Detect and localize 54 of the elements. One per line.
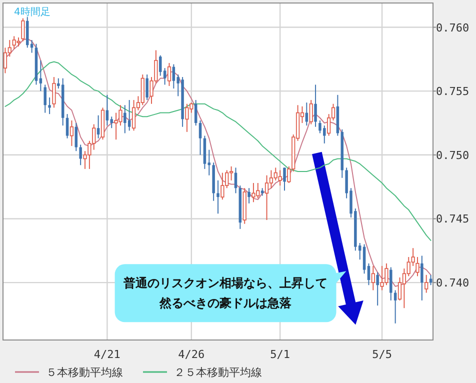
chart-title: 4時間足 (14, 6, 50, 18)
candlestick (106, 94, 109, 126)
candlestick (252, 182, 256, 203)
candlestick (79, 144, 82, 166)
candlestick (420, 255, 424, 301)
candlestick (70, 120, 74, 146)
candlestick (424, 274, 428, 294)
candlestick (283, 167, 286, 192)
candlestick (48, 96, 51, 115)
annotation: 普通のリスクオン相場なら、上昇して (122, 276, 328, 290)
legend-label: ２５本移動平均線 (174, 366, 262, 379)
y-tick-label: 0.750 (436, 148, 470, 162)
x-tick-label: 5/5 (372, 348, 392, 361)
candlestick (44, 84, 46, 114)
candlestick (124, 104, 126, 134)
candlestick (146, 74, 148, 101)
candlestick (398, 276, 402, 301)
candlestick (362, 244, 366, 274)
candlestick (376, 272, 379, 306)
candlestick (66, 114, 69, 139)
candlestick (198, 120, 202, 156)
candlestick (248, 188, 250, 204)
candlestick (167, 62, 172, 86)
candlestick (309, 100, 313, 125)
candlestick (278, 170, 282, 186)
candlestick (158, 54, 162, 76)
candlestick (128, 100, 131, 132)
candlestick (52, 76, 56, 108)
candlestick (21, 18, 25, 42)
candlestick (163, 68, 166, 86)
legend-label: ５本移動平均線 (46, 366, 123, 379)
x-tick-label: 4/26 (178, 348, 205, 361)
candlestick (216, 180, 220, 214)
y-tick-label: 0.745 (436, 212, 470, 226)
candlestick (264, 174, 269, 221)
line-series (4, 61, 432, 241)
x-tick-label: 4/21 (94, 348, 120, 361)
candlestick (185, 103, 189, 132)
candlestick (220, 172, 224, 200)
candlestick (314, 84, 317, 128)
candlestick (172, 64, 176, 90)
y-tick-label: 0.755 (436, 85, 470, 98)
candlestick (416, 256, 420, 277)
x-tick-label: 5/1 (270, 348, 290, 361)
y-tick-label: 0.740 (436, 276, 470, 290)
candlestick (194, 100, 198, 126)
candlestick (390, 266, 392, 301)
candlestick (429, 274, 432, 286)
candlestick (132, 100, 136, 132)
y-tick-label: 0.760 (436, 21, 470, 34)
annotation: 然るべきの豪ドルは急落 (158, 296, 293, 310)
candlestick (367, 262, 370, 286)
candlestick (371, 265, 375, 291)
candlestick (96, 114, 100, 139)
